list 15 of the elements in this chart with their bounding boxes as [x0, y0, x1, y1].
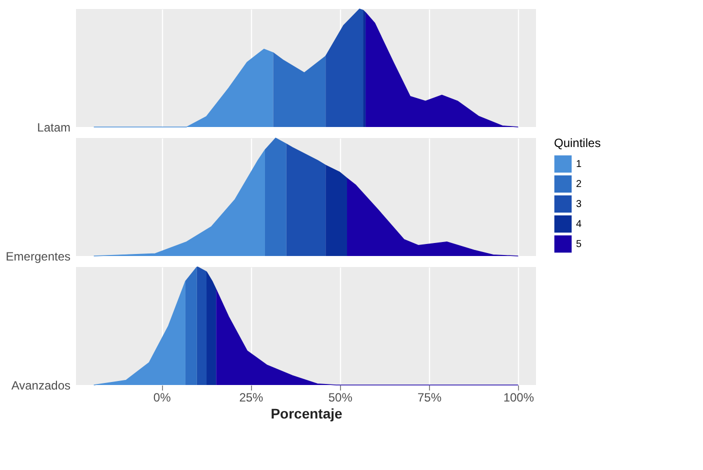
x-tick-label: 75% — [418, 390, 442, 404]
x-tick-label: 0% — [153, 390, 172, 404]
x-tick-label: 50% — [328, 390, 353, 404]
x-tick-label: 100% — [503, 390, 534, 404]
legend-title: Quintiles — [554, 136, 601, 150]
legend-label: 1 — [576, 159, 582, 170]
x-tick-label: 25% — [239, 390, 264, 404]
y-axis-title: Emergentes — [6, 250, 70, 264]
y-axis-title: Latam — [37, 120, 70, 134]
y-axis-title: Avanzados — [11, 378, 70, 392]
x-axis-title: Porcentaje — [270, 406, 343, 422]
legend-label: 3 — [576, 199, 582, 210]
legend-label: 2 — [576, 179, 582, 190]
legend-label: 4 — [576, 219, 582, 230]
legend-label: 5 — [576, 239, 582, 250]
